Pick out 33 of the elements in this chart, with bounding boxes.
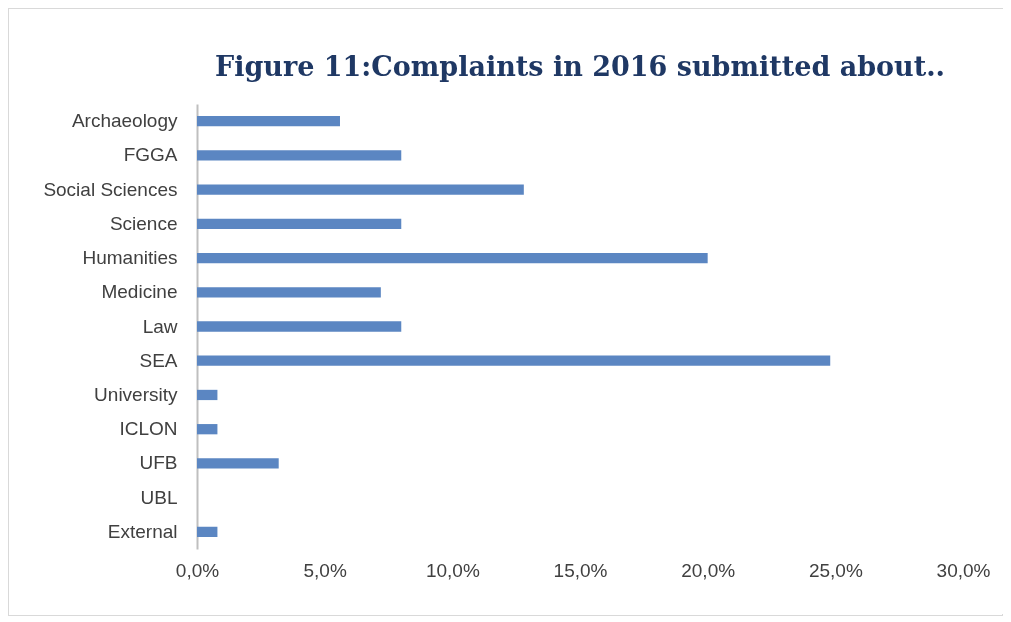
y-tick-label: Social Sciences [43,178,178,200]
bar [197,150,402,161]
chart-title: Figure 11:Complaints in 2016 submitted about.. [215,51,945,82]
x-tick-label: 5,0% [303,559,347,581]
bar [197,424,218,435]
x-tick-label: 15,0% [553,559,608,581]
y-tick-label: External [107,520,178,542]
bar [197,218,402,229]
y-tick-label: Law [142,315,178,337]
y-tick-label: University [94,383,178,405]
y-tick-label: ICLON [119,418,178,440]
bar [197,355,831,366]
y-tick-label: Humanities [82,247,178,269]
bar [197,526,218,538]
x-tick-label: 25,0% [808,559,863,581]
bar [197,252,708,264]
bar [197,287,381,298]
y-tick-label: UFB [139,452,178,474]
x-tick-label: 10,0% [425,559,480,581]
bar [197,389,218,401]
bar [197,321,402,332]
y-tick-label: Medicine [101,281,178,303]
y-tick-label: FGGA [123,144,178,166]
y-tick-label: UBL [140,486,178,508]
bar [197,184,524,195]
bar [197,115,340,127]
bar [197,458,279,469]
y-tick-label: Archaeology [71,110,178,132]
y-tick-label: Science [109,212,178,234]
x-tick-label: 20,0% [681,559,736,581]
x-tick-label: 30,0% [936,559,991,581]
x-tick-label: 0,0% [175,559,220,581]
y-tick-label: SEA [139,349,178,371]
